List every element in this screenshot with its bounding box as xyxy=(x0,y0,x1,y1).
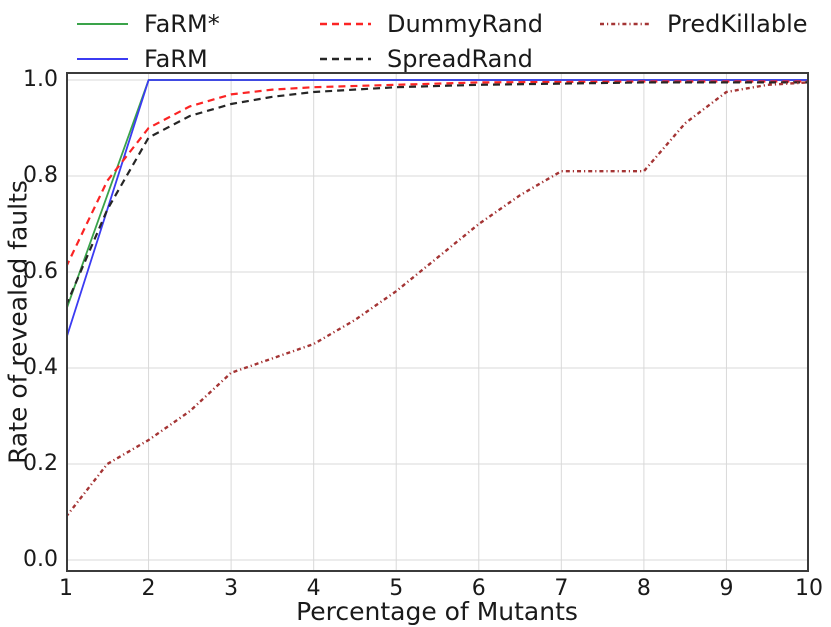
x-tick-label: 3 xyxy=(224,576,239,601)
legend-item-dummyrand: DummyRand xyxy=(318,9,543,39)
legend-line-spreadrand-icon xyxy=(320,57,371,61)
x-tick-label: 9 xyxy=(719,576,734,601)
x-tick-label: 4 xyxy=(306,576,321,601)
plot-area xyxy=(66,72,809,572)
legend-line-predkillable-icon xyxy=(600,22,651,26)
legend-label-farm-star: FaRM* xyxy=(144,10,220,38)
y-tick-label: 0.6 xyxy=(23,259,58,284)
x-tick-label: 2 xyxy=(141,576,156,601)
x-tick-label: 8 xyxy=(636,576,651,601)
y-axis-title: Rate of revealed faults xyxy=(3,180,33,464)
y-tick-label: 0.8 xyxy=(23,163,58,188)
legend-label-farm: FaRM xyxy=(144,45,208,73)
legend-item-spreadrand: SpreadRand xyxy=(318,44,533,74)
legend-line-dummyrand-icon xyxy=(320,22,371,26)
series-line-predkillable xyxy=(66,81,809,518)
legend-item-farm: FaRM xyxy=(75,44,208,74)
legend: FaRM* FaRM DummyRand SpreadRand PredKill… xyxy=(0,0,831,73)
chart-canvas xyxy=(66,72,809,572)
x-tick-label: 6 xyxy=(471,576,486,601)
legend-label-predkillable: PredKillable xyxy=(667,10,808,38)
x-tick-label: 5 xyxy=(389,576,404,601)
series-line-spreadrand xyxy=(66,81,809,307)
y-tick-label: 0.2 xyxy=(23,451,58,476)
series-line-farm- xyxy=(66,79,809,311)
y-tick-label: 1.0 xyxy=(23,67,58,93)
x-tick-label: 10 xyxy=(795,576,823,601)
x-tick-label: 7 xyxy=(554,576,569,601)
series-line-dummyrand xyxy=(66,80,809,268)
series-line-farm xyxy=(66,79,809,340)
legend-item-farm-star: FaRM* xyxy=(75,9,220,39)
x-axis-title: Percentage of Mutants xyxy=(296,597,578,626)
y-tick-label: 0.0 xyxy=(23,547,58,572)
x-tick-label: 1 xyxy=(59,576,73,601)
legend-item-predkillable: PredKillable xyxy=(598,9,808,39)
legend-label-spreadrand: SpreadRand xyxy=(387,45,533,73)
legend-line-farm-icon xyxy=(77,58,128,60)
y-tick-label: 0.4 xyxy=(23,355,58,380)
plot-border xyxy=(66,72,809,572)
legend-label-dummyrand: DummyRand xyxy=(387,10,543,38)
legend-line-farm-star-icon xyxy=(77,23,128,25)
